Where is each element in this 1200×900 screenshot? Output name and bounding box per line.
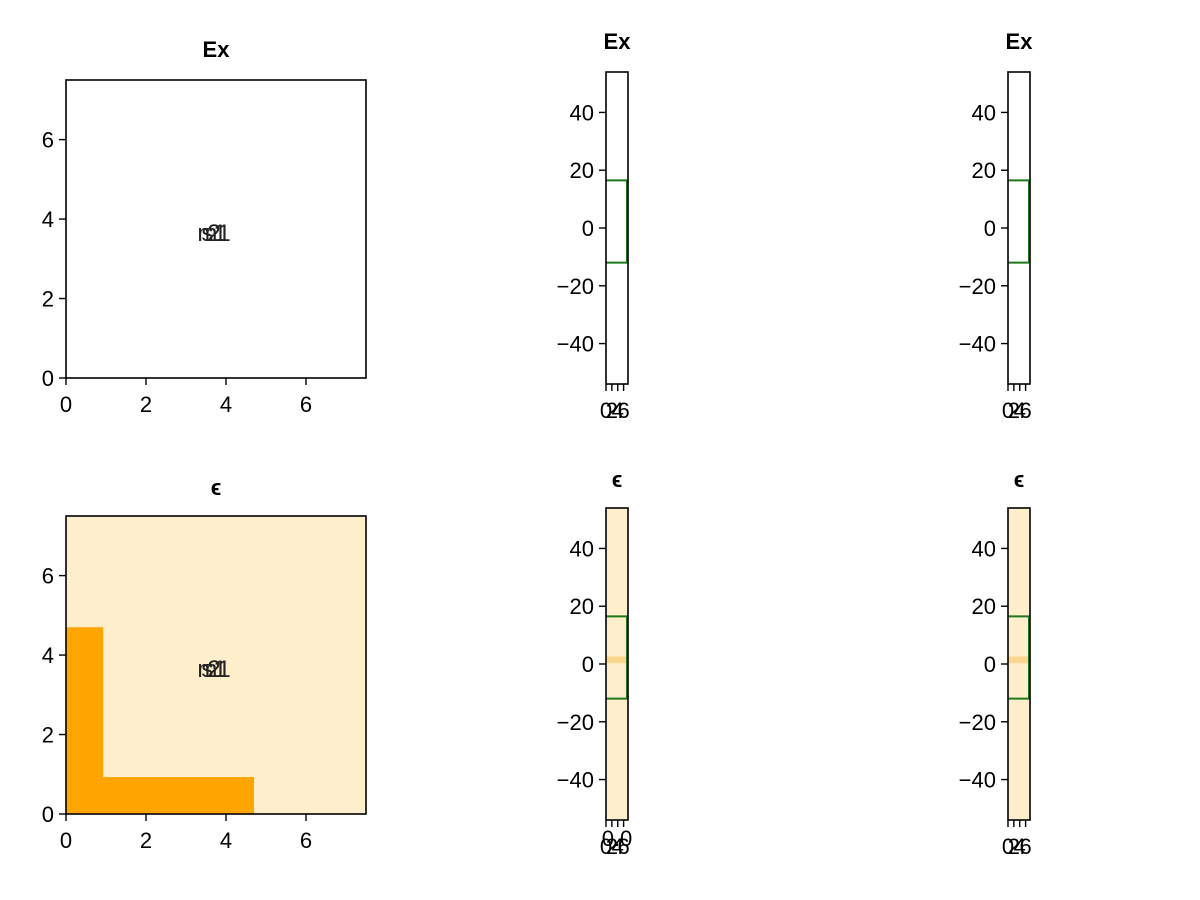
plot-background — [66, 516, 366, 814]
y-tick-label: 0 — [582, 216, 594, 241]
x-tick-label: 6 — [1019, 834, 1031, 859]
y-tick-label: −20 — [557, 274, 594, 299]
x-tick-label: 4 — [612, 834, 624, 859]
x-tick-label: 2 — [1008, 398, 1020, 423]
y-tick-label: −20 — [557, 710, 594, 735]
annotation-label: 2 — [207, 220, 220, 247]
y-tick-label: 40 — [570, 100, 594, 125]
y-tick-label: −40 — [557, 768, 594, 793]
panel-title: ϵ — [612, 467, 623, 492]
x-tick-label: 6 — [1019, 398, 1031, 423]
x-tick-label: 2 — [606, 834, 618, 859]
x-tick-label: 4 — [1014, 834, 1026, 859]
y-tick-label: 20 — [570, 158, 594, 183]
x-tick-label: 4 — [220, 392, 232, 417]
plot-background — [1008, 72, 1030, 384]
x-tick-label: 4 — [1014, 398, 1026, 423]
plot-background — [606, 508, 628, 820]
panel-title: Ex — [203, 37, 231, 62]
x-tick-label: 0 — [1002, 398, 1014, 423]
x-tick-label: 6 — [617, 398, 629, 423]
y-tick-label: 40 — [972, 100, 996, 125]
x-tick-label: 0 — [1002, 834, 1014, 859]
x-tick-label: 2 — [140, 392, 152, 417]
plot-background — [1008, 508, 1030, 820]
plot-background — [66, 80, 366, 378]
y-tick-label: 4 — [42, 643, 54, 668]
y-tick-label: 0 — [42, 802, 54, 827]
annotation-label: m1 — [197, 220, 230, 247]
y-tick-label: 40 — [570, 536, 594, 561]
plot-frame — [65, 79, 367, 379]
x-tick-label: 6 — [617, 834, 629, 859]
panel-title: ϵ — [1014, 467, 1025, 492]
heatmap-cell — [1008, 656, 1030, 664]
y-tick-label: 0 — [984, 652, 996, 677]
y-tick-label: 0 — [984, 216, 996, 241]
x-tick-label: 0 — [600, 398, 612, 423]
annotation-label: s1 — [201, 220, 226, 247]
plot-background — [606, 72, 628, 384]
y-tick-label: 40 — [972, 536, 996, 561]
panel-title: Ex — [604, 29, 632, 54]
y-tick-label: 4 — [42, 207, 54, 232]
x-tick-label: 0 — [600, 834, 612, 859]
y-tick-label: −20 — [959, 274, 996, 299]
panel-title: Ex — [1006, 29, 1034, 54]
x-tick-label: 0 — [60, 392, 72, 417]
plot-frame — [65, 515, 367, 815]
y-tick-label: 20 — [972, 158, 996, 183]
y-tick-label: −40 — [959, 768, 996, 793]
y-tick-label: 6 — [42, 128, 54, 153]
x-tick-label: 4 — [612, 398, 624, 423]
panel-title: ϵ — [211, 475, 222, 500]
y-tick-label: −20 — [959, 710, 996, 735]
x-tick-label: 6 — [300, 828, 312, 853]
x-tick-label: 2 — [1008, 834, 1020, 859]
y-tick-label: 0 — [42, 366, 54, 391]
y-tick-label: −40 — [557, 332, 594, 357]
y-tick-label: 2 — [42, 287, 54, 312]
x-tick-label-extra: 0.0 — [602, 826, 633, 851]
heatmap-cell — [66, 777, 254, 814]
y-tick-label: 0 — [582, 652, 594, 677]
heatmap-cell — [606, 656, 628, 664]
y-tick-label: 20 — [972, 594, 996, 619]
x-tick-label: 0 — [60, 828, 72, 853]
x-tick-label: 4 — [220, 828, 232, 853]
x-tick-label: 2 — [140, 828, 152, 853]
annotation-label: s1 — [201, 656, 226, 683]
y-tick-label: 20 — [570, 594, 594, 619]
annotation-label: m1 — [197, 656, 230, 683]
y-tick-label: 2 — [42, 723, 54, 748]
y-tick-label: 6 — [42, 564, 54, 589]
y-tick-label: −40 — [959, 332, 996, 357]
x-tick-label: 6 — [300, 392, 312, 417]
annotation-label: 2 — [207, 656, 220, 683]
x-tick-label: 2 — [606, 398, 618, 423]
